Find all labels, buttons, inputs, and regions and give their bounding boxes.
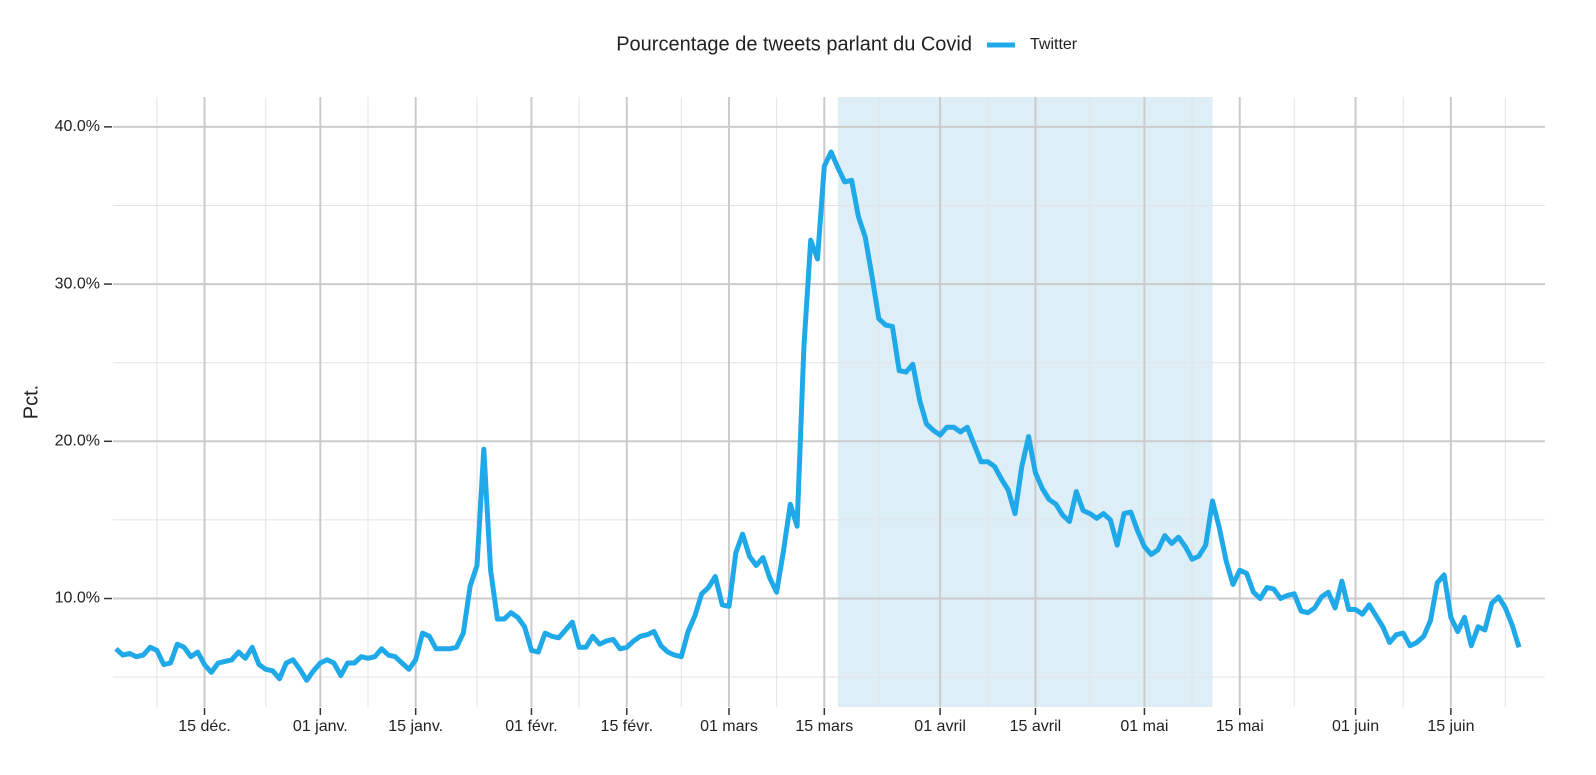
data-line — [114, 149, 1522, 683]
y-tick-label: 40.0% — [55, 118, 100, 135]
x-tick-label: 01 févr. — [505, 718, 557, 735]
y-tick-label: 30.0% — [55, 275, 100, 292]
y-axis-label: Pct. — [20, 385, 42, 419]
x-tick-label: 01 janv. — [293, 718, 348, 735]
legend-label: Twitter — [1030, 36, 1078, 53]
x-tick-label: 01 juin — [1332, 718, 1379, 735]
x-tick-label: 15 janv. — [388, 718, 443, 735]
x-tick-label: 15 mai — [1216, 718, 1264, 735]
shaded-period — [837, 97, 1213, 707]
y-tick-label: 20.0% — [55, 433, 100, 450]
x-tick-label: 01 avril — [914, 718, 966, 735]
x-tick-label: 15 juin — [1427, 718, 1474, 735]
x-tick-label: 01 mars — [700, 718, 758, 735]
x-tick-label: 15 déc. — [178, 718, 230, 735]
y-tick-label: 10.0% — [55, 590, 100, 607]
x-tick-label: 01 mai — [1120, 718, 1168, 735]
x-tick-label: 15 avril — [1010, 718, 1062, 735]
panel — [113, 97, 1545, 707]
x-tick-label: 15 févr. — [601, 718, 653, 735]
x-tick-label: 15 mars — [795, 718, 853, 735]
legend-title: Pourcentage de tweets parlant du Covid — [616, 33, 972, 55]
